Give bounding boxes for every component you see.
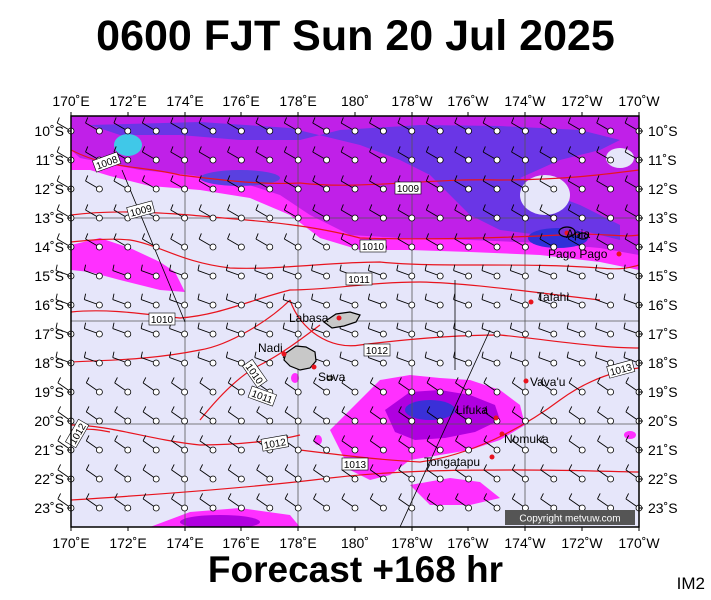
left-axis-label: 19˚S xyxy=(34,384,64,400)
bottom-axis-label: 170˚E xyxy=(52,535,89,551)
model-label: IM2 xyxy=(676,574,705,593)
right-axis-label: 12˚S xyxy=(648,181,678,197)
place-label-vavau: Vava'u xyxy=(530,375,565,389)
isobar-label: 1012 xyxy=(363,343,391,357)
left-axis-label: 17˚S xyxy=(34,326,64,342)
forecast-label: Forecast +168 hr xyxy=(207,549,504,590)
right-axis-label: 10˚S xyxy=(648,123,678,139)
bottom-axis-label: 170˚W xyxy=(618,535,660,551)
place-label-nomuka: Nomuka xyxy=(504,432,549,446)
place-label-tongatapu: Tongatapu xyxy=(424,455,480,469)
right-axis-label: 18˚S xyxy=(648,355,678,371)
map-title: 0600 FJT Sun 20 Jul 2025 xyxy=(96,12,615,60)
top-axis-label: 170˚W xyxy=(618,93,660,109)
axis-ticks: 170˚E 172˚E 174˚E 176˚E 178˚E 180˚ 178˚W 176˚W 1… xyxy=(34,93,677,551)
top-axis-label: 176˚W xyxy=(447,93,489,109)
right-axis-label: 21˚S xyxy=(648,442,678,458)
place-label-lifuka: Lifuka xyxy=(456,403,488,417)
top-axis-label: 170˚E xyxy=(52,93,89,109)
place-label-suva: Suva xyxy=(318,370,346,384)
top-axis-label: 174˚E xyxy=(166,93,203,109)
isobar-label: 1011 xyxy=(345,272,373,286)
right-axis-label: 13˚S xyxy=(648,210,678,226)
bottom-axis-label: 176˚E xyxy=(222,535,259,551)
isobar-label-text: 1009 xyxy=(397,184,420,195)
isobar-label-text: 1010 xyxy=(362,242,385,253)
top-axis-label: 178˚E xyxy=(279,93,316,109)
right-axis-label: 20˚S xyxy=(648,413,678,429)
left-axis-label: 13˚S xyxy=(34,210,64,226)
left-axis-label: 15˚S xyxy=(34,268,64,284)
isobar-label: 1010 xyxy=(148,312,176,326)
right-axis-label: 22˚S xyxy=(648,471,678,487)
place-label-tafahi: Tafahi xyxy=(537,290,569,304)
bottom-axis-label: 180˚ xyxy=(341,535,369,551)
place-label-nadi: Nadi xyxy=(258,341,283,355)
right-axis-label: 17˚S xyxy=(648,326,678,342)
place-label-apia: Apia xyxy=(566,227,590,241)
right-axis-label: 11˚S xyxy=(648,152,677,168)
left-axis-label: 16˚S xyxy=(34,297,64,313)
wind-barbs xyxy=(55,117,643,512)
left-axis-label: 10˚S xyxy=(34,123,64,139)
place-label-labasa: Labasa xyxy=(289,311,329,325)
place-label-pago-pago: Pago Pago xyxy=(548,247,608,261)
bottom-axis-label: 172˚W xyxy=(561,535,603,551)
top-axis-label: 180˚ xyxy=(341,93,369,109)
isobar-label-text: 1010 xyxy=(151,315,174,326)
right-axis-label: 23˚S xyxy=(648,500,678,516)
left-axis-label: 12˚S xyxy=(34,181,64,197)
isobars xyxy=(71,149,639,501)
isobar-label: 1010 xyxy=(359,239,387,253)
place-markers xyxy=(281,230,622,460)
top-axis-label: 172˚E xyxy=(109,93,146,109)
isobar-label-text: 1013 xyxy=(344,460,367,471)
left-axis-label: 18˚S xyxy=(34,355,64,371)
bottom-axis-label: 178˚W xyxy=(391,535,433,551)
right-axis-label: 15˚S xyxy=(648,268,678,284)
bottom-axis-label: 174˚E xyxy=(166,535,203,551)
bottom-axis-label: 178˚E xyxy=(279,535,316,551)
isobar-label-text: 1012 xyxy=(366,346,389,357)
left-axis-label: 20˚S xyxy=(34,413,64,429)
left-axis-label: 23˚S xyxy=(34,500,64,516)
left-axis-label: 22˚S xyxy=(34,471,64,487)
right-axis-label: 14˚S xyxy=(648,239,678,255)
isobar-label: 1009 xyxy=(394,181,422,195)
isobar-label: 1012 xyxy=(260,434,290,452)
isobar-label: 1013 xyxy=(341,457,369,471)
place-labels: Apia Pago Pago Tafahi Labasa Nadi Suva V… xyxy=(258,227,608,469)
isobar-label-text: 1011 xyxy=(348,275,370,286)
bottom-axis-label: 176˚W xyxy=(447,535,489,551)
top-axis-label: 178˚W xyxy=(391,93,433,109)
isobar-label-text: 1012 xyxy=(263,437,287,452)
top-axis-label: 172˚W xyxy=(561,93,603,109)
copyright-text: Copyright metvuw.com xyxy=(519,514,620,525)
left-axis-label: 21˚S xyxy=(34,442,64,458)
right-axis-label: 19˚S xyxy=(648,384,678,400)
bottom-axis-label: 174˚W xyxy=(504,535,546,551)
top-axis-label: 174˚W xyxy=(504,93,546,109)
right-axis-label: 16˚S xyxy=(648,297,678,313)
bottom-axis-label: 172˚E xyxy=(109,535,146,551)
top-axis-label: 176˚E xyxy=(222,93,259,109)
copyright-box: Copyright metvuw.com xyxy=(505,510,635,525)
left-axis-label: 11˚S xyxy=(35,152,64,168)
left-axis-label: 14˚S xyxy=(34,239,64,255)
